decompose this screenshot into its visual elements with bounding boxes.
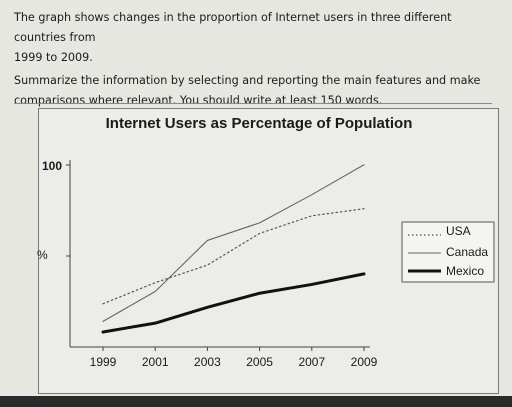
- y-tick-label-100: 100: [42, 159, 62, 173]
- x-tick-label-2007: 2007: [298, 355, 325, 369]
- legend-label-canada: Canada: [446, 245, 488, 259]
- x-tick-label-2001: 2001: [142, 355, 169, 369]
- series-line-canada: [102, 164, 365, 322]
- prompt-line-3: Summarize the information by selecting a…: [14, 74, 481, 87]
- x-tick-label-2005: 2005: [246, 355, 273, 369]
- bottom-shadow: [0, 396, 512, 407]
- x-tick-label-2003: 2003: [194, 355, 221, 369]
- prompt-divider: [14, 103, 492, 104]
- y-axis-label: %: [37, 248, 48, 262]
- legend-label-usa: USA: [446, 224, 471, 238]
- series-line-mexico: [101, 272, 366, 334]
- prompt-line-2: 1999 to 2009.: [14, 51, 93, 64]
- series-line-usa: [102, 208, 365, 305]
- x-tick-group: 1999 2001 2003 2005 2007 2009: [90, 347, 378, 369]
- chart-title: Internet Users as Percentage of Populati…: [106, 115, 413, 132]
- x-tick-label-2009: 2009: [351, 355, 378, 369]
- x-tick-label-1999: 1999: [90, 355, 117, 369]
- prompt-line-1: The graph shows changes in the proportio…: [14, 11, 452, 44]
- series-group: [101, 164, 366, 334]
- legend-label-mexico: Mexico: [446, 264, 484, 278]
